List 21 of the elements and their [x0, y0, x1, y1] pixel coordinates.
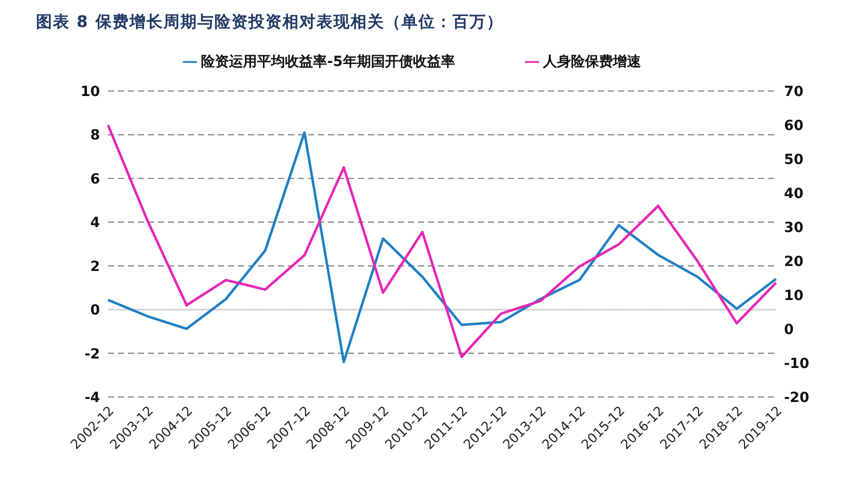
y2-tick-label: 50: [784, 152, 804, 168]
y-tick-label: 6: [90, 171, 100, 188]
y-tick-label: 10: [80, 84, 100, 100]
y2-tick-label: 10: [784, 288, 804, 304]
y2-tick-label: 0: [784, 322, 794, 338]
y2-tick-label: 20: [784, 254, 804, 270]
y2-tick-label: -20: [784, 390, 810, 406]
y-tick-label: 4: [90, 215, 100, 232]
chart-title: 图表 8 保费增长周期与险资投资相对表现相关（单位：百万）: [35, 11, 504, 33]
y2-tick-label: 70: [784, 84, 804, 100]
y2-tick-label: 30: [784, 220, 804, 236]
y-tick-label: 8: [90, 128, 100, 144]
y2-tick-label: 60: [784, 118, 804, 134]
legend-label: 人身险保费增速: [542, 54, 641, 70]
legend-label: 险资运用平均收益率-5年期国开债收益率: [201, 54, 455, 70]
y-tick-label: -4: [84, 390, 100, 406]
y2-tick-label: 40: [784, 186, 804, 202]
y-tick-label: 0: [90, 302, 100, 319]
y-tick-label: -2: [84, 346, 100, 362]
y2-tick-label: -10: [784, 356, 810, 372]
y-tick-label: 2: [90, 258, 100, 275]
